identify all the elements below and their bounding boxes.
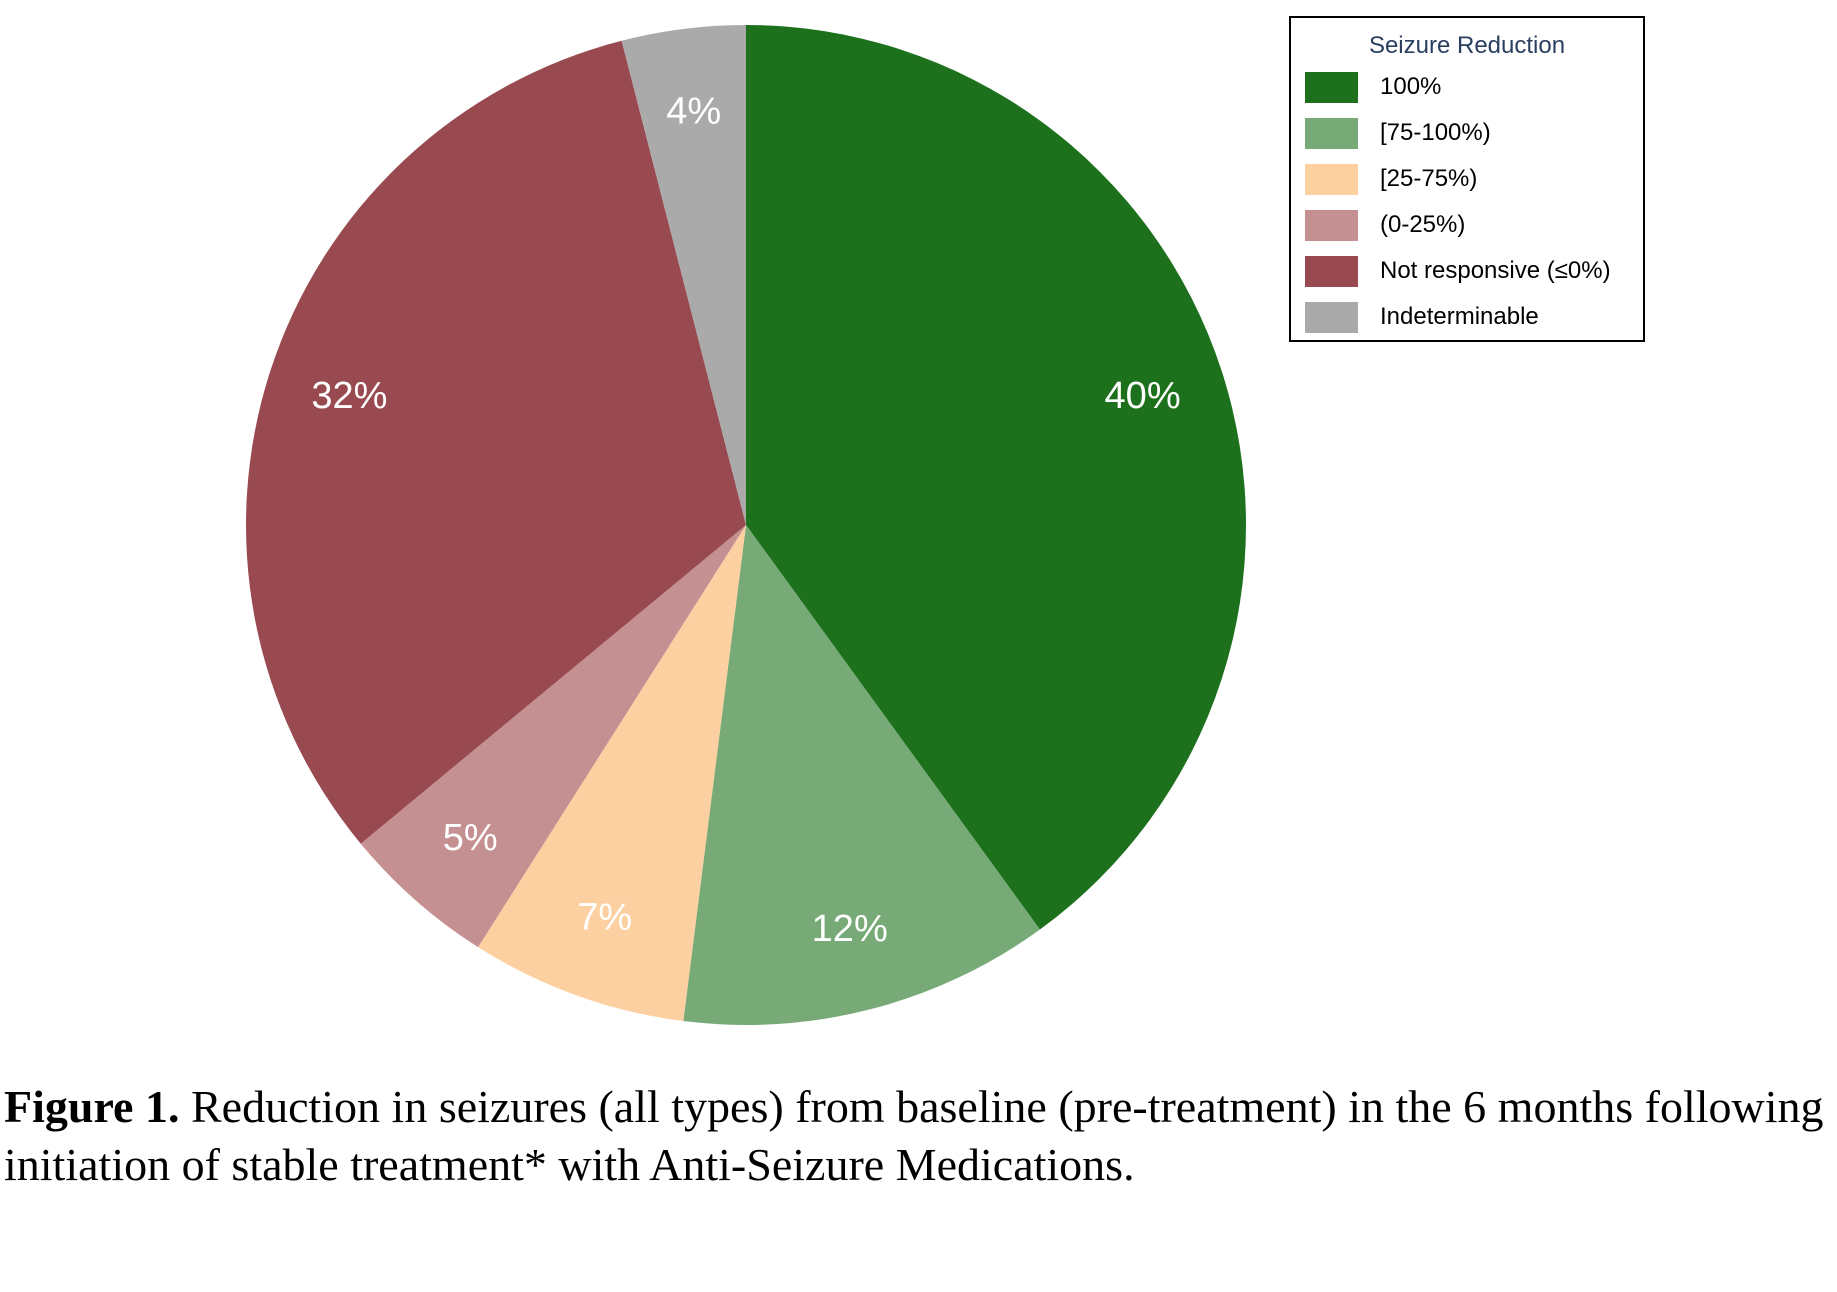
legend-title: Seizure Reduction bbox=[1368, 32, 1566, 59]
legend-item-100[interactable]: 100% bbox=[1305, 71, 1441, 103]
legend-item-75-100[interactable]: [75-100%) bbox=[1305, 117, 1491, 149]
pie-slices bbox=[245, 25, 1246, 1025]
legend: Seizure Reduction 100% [75-100%) [25-75%… bbox=[1289, 16, 1645, 342]
legend-swatch-indeterminable bbox=[1305, 301, 1358, 333]
slice-label-0-25: 5% bbox=[443, 817, 498, 859]
legend-item-not-responsive[interactable]: Not responsive (≤0%) bbox=[1305, 255, 1611, 287]
pie-slice-25-75[interactable] bbox=[478, 525, 746, 1022]
legend-item-indeterminable[interactable]: Indeterminable bbox=[1305, 301, 1539, 333]
legend-swatch-75-100 bbox=[1305, 117, 1358, 149]
pie-slice-indeterminable[interactable] bbox=[621, 25, 746, 525]
pie-slice-0-25[interactable] bbox=[360, 525, 746, 948]
pie-chart: 40% 12% 7% 5% 32% 4% bbox=[245, 25, 1246, 1025]
legend-swatch-25-75 bbox=[1305, 163, 1358, 195]
pie-slice-75-100[interactable] bbox=[683, 525, 1040, 1025]
slice-label-indeterminable: 4% bbox=[666, 90, 721, 132]
legend-swatch-not-responsive bbox=[1305, 255, 1358, 287]
figure-caption: Figure 1. Reduction in seizures (all typ… bbox=[4, 1078, 1829, 1194]
legend-swatch-0-25 bbox=[1305, 209, 1358, 241]
slice-label-100: 40% bbox=[1105, 375, 1181, 417]
legend-item-0-25[interactable]: (0-25%) bbox=[1305, 209, 1465, 241]
legend-label-indeterminable: Indeterminable bbox=[1380, 303, 1539, 330]
legend-label-25-75: [25-75%) bbox=[1380, 165, 1478, 192]
legend-swatch-100 bbox=[1305, 71, 1358, 103]
pie-labels: 40% 12% 7% 5% 32% 4% bbox=[311, 90, 1180, 950]
caption-text: Reduction in seizures (all types) from b… bbox=[4, 1081, 1824, 1190]
legend-label-0-25: (0-25%) bbox=[1380, 211, 1466, 238]
caption-figure-number: Figure 1. bbox=[4, 1081, 180, 1132]
pie-slice-100[interactable] bbox=[746, 25, 1246, 930]
legend-label-100: 100% bbox=[1380, 73, 1442, 100]
slice-label-75-100: 12% bbox=[812, 908, 888, 950]
legend-item-25-75[interactable]: [25-75%) bbox=[1305, 163, 1477, 195]
legend-label-not-responsive: Not responsive (≤0%) bbox=[1380, 257, 1611, 284]
slice-label-25-75: 7% bbox=[577, 896, 632, 938]
pie-slice-not-responsive[interactable] bbox=[245, 40, 747, 844]
legend-label-75-100: [75-100%) bbox=[1380, 119, 1491, 146]
slice-label-not-responsive: 32% bbox=[311, 375, 387, 417]
